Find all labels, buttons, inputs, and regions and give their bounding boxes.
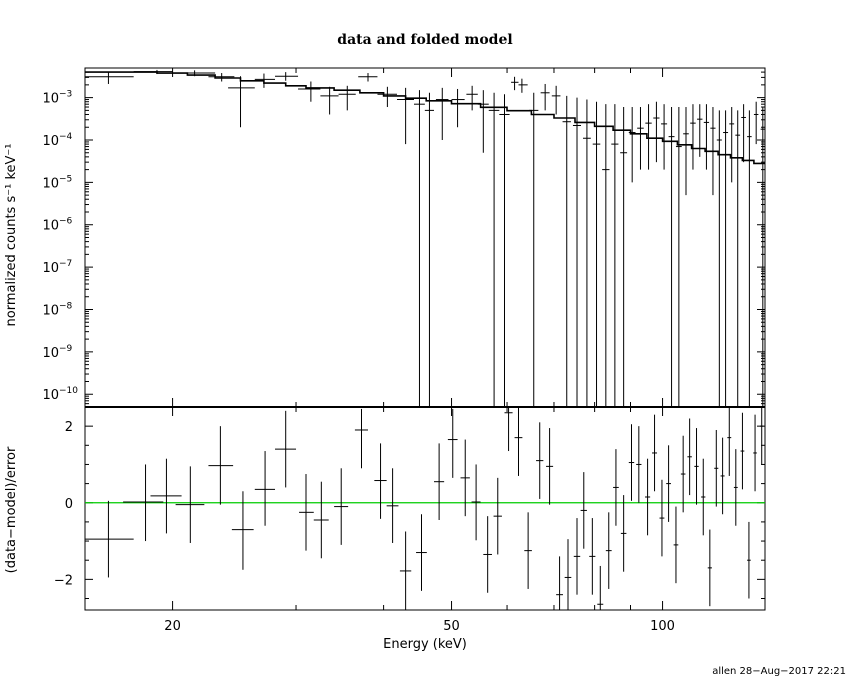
top-y-tick-exponent: −5 bbox=[59, 174, 72, 184]
top-data-points bbox=[85, 69, 765, 407]
top-y-tick-exponent: −9 bbox=[59, 344, 73, 354]
x-axis-label: Energy (keV) bbox=[383, 637, 467, 652]
top-y-tick-label: 10 bbox=[42, 261, 59, 276]
x-tick-label: 20 bbox=[164, 619, 181, 634]
top-y-axis-label: normalized counts s⁻¹ keV⁻¹ bbox=[4, 144, 19, 327]
top-y-tick-exponent: −8 bbox=[59, 301, 73, 311]
folded-model bbox=[85, 71, 765, 165]
model-step-line bbox=[85, 71, 765, 165]
x-tick-label: 100 bbox=[650, 619, 675, 634]
top-y-tick-label: 10 bbox=[42, 303, 59, 318]
top-y-tick-exponent: −4 bbox=[59, 132, 73, 142]
residual-panel: 20−220 50 100 bbox=[54, 406, 766, 634]
top-y-tick-exponent: −6 bbox=[59, 217, 73, 227]
top-y-tick-label: 10 bbox=[42, 346, 59, 361]
chart-title: data and folded model bbox=[337, 32, 512, 48]
bottom-y-axis-label: (data−model)/error bbox=[4, 446, 19, 573]
residual-y-tick-label: 2 bbox=[65, 420, 73, 435]
footer-stamp: allen 28−Aug−2017 22:21 bbox=[712, 666, 846, 677]
residual-y-tick-label: 0 bbox=[65, 497, 73, 512]
top-y-tick-label: 10 bbox=[42, 219, 59, 234]
top-y-tick-label: 10 bbox=[42, 92, 59, 107]
residual-y-tick-label: −2 bbox=[54, 573, 73, 588]
residual-points bbox=[85, 407, 764, 610]
top-y-tick-exponent: −10 bbox=[59, 386, 78, 396]
top-y-tick-label: 10 bbox=[42, 134, 59, 149]
x-tick-label: 50 bbox=[443, 619, 460, 634]
top-plot-frame bbox=[84, 67, 766, 408]
top-y-tick-exponent: −3 bbox=[59, 90, 72, 100]
top-y-tick-label: 10 bbox=[42, 176, 59, 191]
top-y-tick-label: 10 bbox=[42, 388, 59, 403]
top-y-tick-exponent: −7 bbox=[59, 259, 72, 269]
residual-plot-frame bbox=[84, 406, 766, 611]
